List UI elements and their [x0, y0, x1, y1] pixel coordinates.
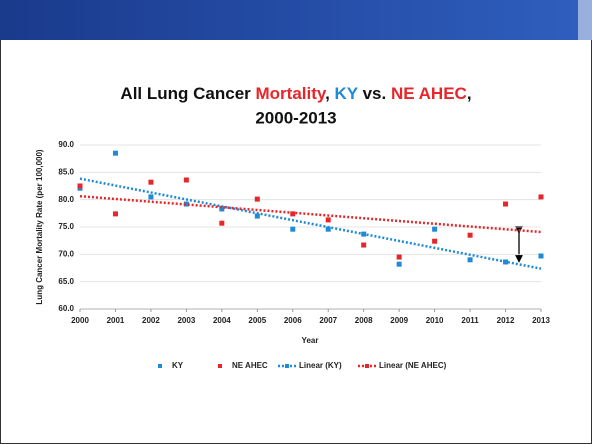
x-axis-label: Year [302, 336, 319, 345]
legend-marker [365, 364, 369, 368]
title-part: , [467, 84, 472, 103]
trend-line [79, 194, 542, 234]
y-tick-label: 75.0 [58, 222, 74, 231]
x-tick-label: 2010 [426, 316, 444, 325]
x-tick-label: 2008 [355, 316, 373, 325]
point [396, 254, 402, 260]
legend-marker [218, 364, 222, 368]
legend-label: Linear (NE AHEC) [379, 361, 447, 370]
title-part: , [325, 84, 334, 103]
x-tick-label: 2007 [319, 316, 337, 325]
y-tick-label: 80.0 [58, 195, 74, 204]
x-tick-label: 2006 [284, 316, 302, 325]
y-tick-label: 85.0 [58, 167, 74, 176]
point [432, 238, 438, 244]
legend-label: NE AHEC [232, 361, 268, 370]
x-tick-label: 2001 [107, 316, 125, 325]
title-part: All Lung Cancer [120, 84, 255, 103]
x-tick-label: 2004 [213, 316, 231, 325]
point [467, 232, 473, 238]
point [77, 183, 83, 189]
y-tick-label: 90.0 [58, 140, 74, 149]
point [396, 261, 402, 267]
title-part: NE AHEC [391, 84, 467, 103]
legend-label: Linear (KY) [299, 361, 342, 370]
point [254, 196, 260, 202]
x-tick-label: 2003 [177, 316, 195, 325]
y-axis-label: Lung Cancer Mortality Rate (per 100,000) [35, 149, 44, 304]
point [503, 201, 509, 207]
header-accent [578, 0, 592, 40]
y-tick-label: 65.0 [58, 277, 74, 286]
point [325, 226, 331, 232]
point [219, 206, 225, 212]
point [538, 253, 544, 259]
title-part: vs. [358, 84, 391, 103]
x-tick-label: 2005 [248, 316, 266, 325]
point [538, 194, 544, 200]
point [361, 231, 367, 237]
point [361, 242, 367, 248]
legend-label: KY [172, 361, 184, 370]
y-tick-label: 60.0 [58, 304, 74, 313]
title-part: Mortality [256, 84, 327, 103]
chart-title: All Lung Cancer Mortality, KY vs. NE AHE… [120, 84, 471, 103]
y-tick-label: 70.0 [58, 249, 74, 258]
point [112, 150, 118, 156]
point [325, 217, 331, 223]
x-tick-label: 2002 [142, 316, 160, 325]
chart-subtitle: 2000-2013 [255, 108, 336, 127]
point [112, 211, 118, 217]
header-band [0, 0, 592, 40]
x-tick-label: 2011 [461, 316, 479, 325]
x-tick-label: 2009 [390, 316, 408, 325]
point [183, 177, 189, 183]
point [183, 201, 189, 207]
point [467, 257, 473, 263]
point [432, 226, 438, 232]
point [254, 213, 260, 219]
x-tick-label: 2012 [497, 316, 515, 325]
point [503, 259, 509, 265]
legend-marker [285, 364, 289, 368]
point [290, 211, 296, 217]
x-tick-label: 2013 [532, 316, 550, 325]
point [148, 179, 154, 185]
legend-marker [158, 364, 162, 368]
point [219, 220, 225, 226]
point [290, 226, 296, 232]
title-part: KY [335, 84, 359, 103]
x-tick-label: 2000 [71, 316, 89, 325]
point [148, 194, 154, 200]
